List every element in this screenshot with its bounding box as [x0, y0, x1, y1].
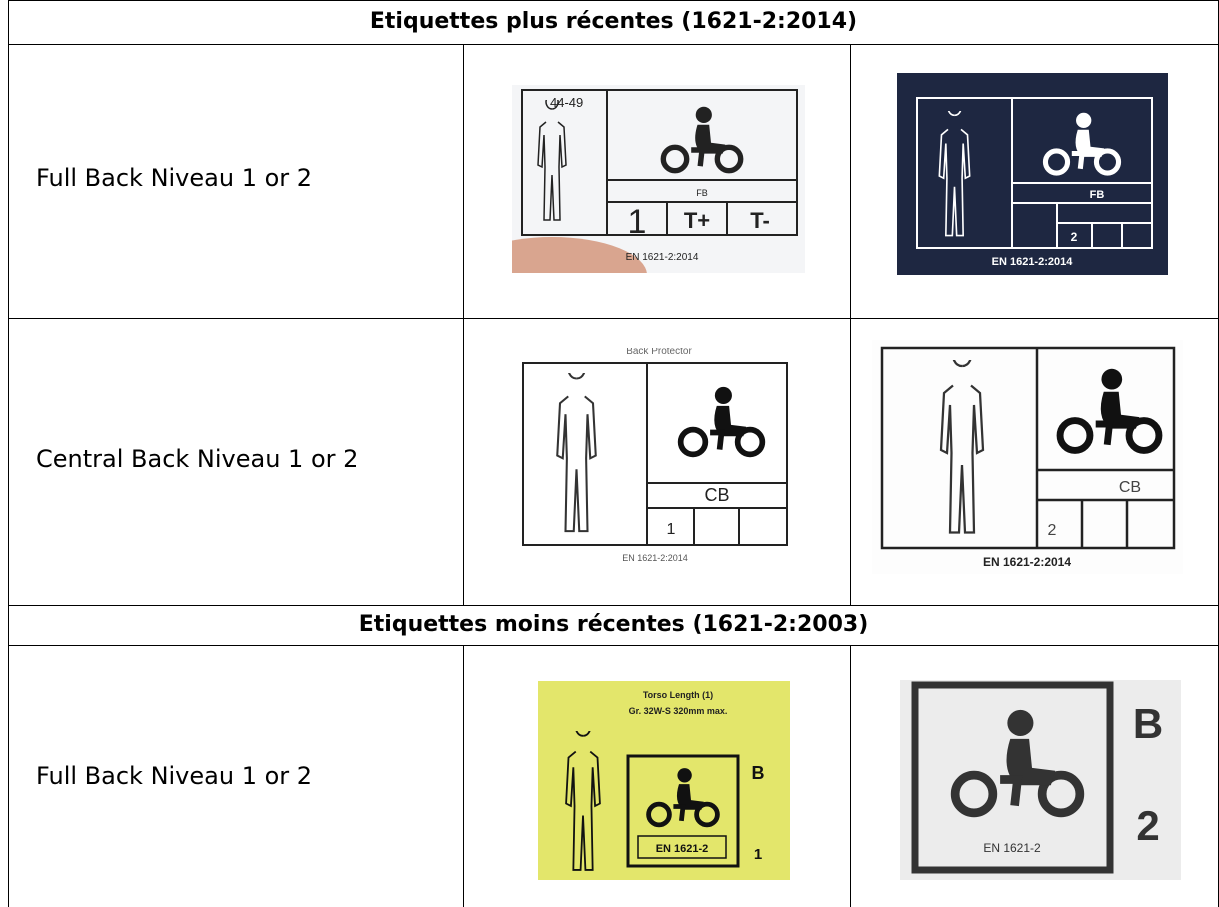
label-photo: Torso Length (1) Gr. 32W-S 320mm max. B … — [538, 681, 790, 880]
label-text: EN 1621-2:2014 — [992, 256, 1074, 268]
border — [463, 44, 464, 605]
border — [8, 0, 1219, 1]
label-text: T+ — [684, 208, 710, 233]
label-text: T- — [750, 208, 770, 233]
label-text: 2 — [1136, 802, 1159, 849]
label-text: 2 — [1071, 230, 1078, 244]
label-text: CB — [704, 485, 729, 505]
label-text: 1 — [754, 846, 762, 863]
label-text: B — [1133, 700, 1163, 747]
row-label: Central Back Niveau 1 or 2 — [36, 445, 359, 473]
section-title: Etiquettes plus récentes (1621-2:2014) — [369, 9, 858, 34]
border — [8, 0, 9, 907]
border — [8, 605, 1219, 606]
label-text: 44-49 — [550, 95, 583, 110]
label-text: B — [752, 763, 765, 783]
label-photo: CB 2 EN 1621-2:2014 — [872, 340, 1183, 574]
label-text: 2 — [1048, 522, 1057, 539]
label-photo: FB 2 EN 1621-2:2014 — [897, 73, 1168, 275]
label-text: Torso Length (1) — [643, 690, 713, 700]
border — [8, 318, 1219, 319]
label-text: 1 — [628, 203, 647, 241]
label-text: Gr. 32W-S 320mm max. — [629, 706, 728, 716]
label-text: EN 1621-2:2014 — [983, 555, 1071, 569]
border — [8, 44, 1219, 45]
label-text: FB — [696, 188, 708, 198]
border — [463, 645, 464, 907]
label-text: EN 1621-2 — [983, 841, 1041, 855]
label-photo: B 2 EN 1621-2 — [900, 680, 1181, 880]
row-label: Full Back Niveau 1 or 2 — [36, 762, 313, 790]
label-text: 1 — [667, 521, 676, 538]
label-text: EN 1621-2:2014 — [626, 252, 699, 263]
label-text: CB — [1119, 479, 1141, 496]
border — [850, 44, 851, 605]
label-text: EN 1621-2 — [656, 843, 709, 855]
section-title: Etiquettes moins récentes (1621-2:2003) — [358, 612, 869, 637]
label-text: Back Protector — [626, 348, 692, 357]
border — [850, 645, 851, 907]
border — [8, 645, 1219, 646]
label-photo: 44-49 FB 1 T+ T- EN 1621-2:2014 — [512, 85, 805, 273]
label-photo: Back Protector CB 1 EN 1621-2:2014 — [509, 348, 801, 571]
label-text: EN 1621-2:2014 — [622, 553, 688, 563]
row-label: Full Back Niveau 1 or 2 — [36, 164, 313, 192]
label-text: FB — [1090, 189, 1105, 201]
